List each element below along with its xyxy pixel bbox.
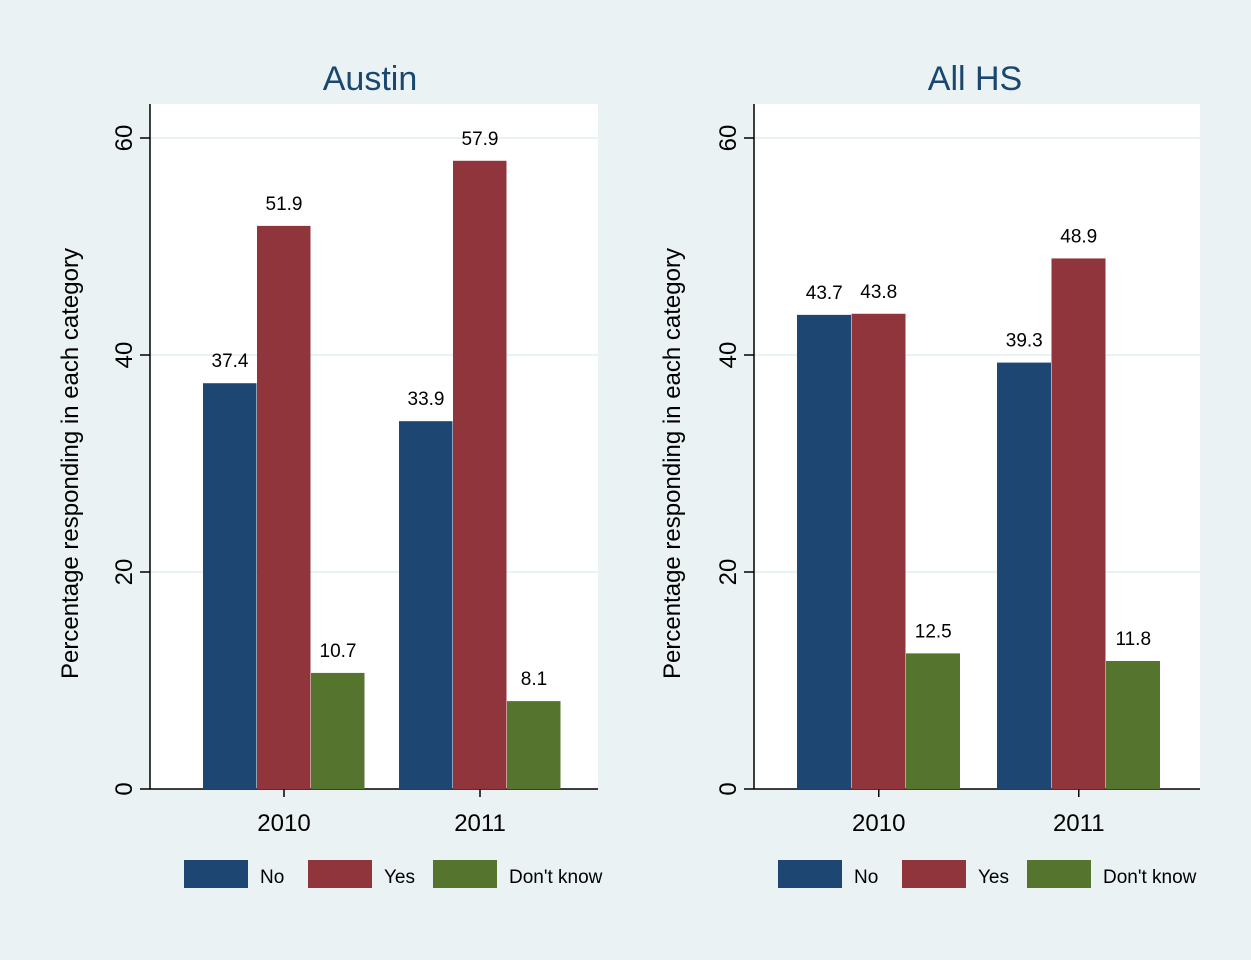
bar-dont_know-2011 [507, 701, 561, 789]
data-label: 11.8 [1115, 629, 1151, 650]
data-label: 10.7 [320, 641, 357, 662]
y-tick-label: 40 [111, 342, 138, 369]
data-label: 57.9 [462, 129, 499, 150]
bar-dont_know-2010 [906, 653, 960, 789]
data-label: 51.9 [266, 194, 303, 215]
x-tick-label: 2010 [257, 810, 310, 837]
bar-yes-2010 [257, 225, 311, 789]
bar-yes-2011 [453, 160, 507, 789]
y-tick-label: 20 [111, 559, 138, 586]
y-tick-label: 0 [715, 782, 742, 795]
y-tick-label: 0 [111, 782, 138, 795]
data-label: 37.4 [212, 351, 249, 372]
legend-label: No [854, 867, 878, 888]
data-label: 8.1 [521, 669, 547, 690]
y-tick-label: 40 [715, 342, 742, 369]
chart-title: All HS [928, 60, 1022, 98]
y-tick-label: 20 [715, 559, 742, 586]
legend-label: Yes [384, 867, 415, 888]
legend-label: Don't know [509, 867, 603, 888]
y-axis-label: Percentage responding in each category [659, 248, 686, 679]
legend-label: Yes [978, 867, 1009, 888]
data-label: 39.3 [1006, 331, 1043, 352]
x-tick-label: 2011 [1053, 810, 1105, 837]
data-label: 43.8 [860, 282, 897, 303]
chart-panel-2: 0 20 40 60 Percentage responding in each cat… [659, 60, 1200, 888]
data-label: 43.7 [806, 283, 843, 304]
bar-no-2010 [203, 383, 257, 789]
legend-swatch-no [184, 860, 248, 888]
data-label: 48.9 [1060, 226, 1097, 247]
y-axis-label: Percentage responding in each category [57, 248, 84, 679]
bar-dont_know-2011 [1106, 660, 1160, 789]
x-tick-label: 2011 [454, 810, 506, 837]
bar-dont_know-2010 [311, 672, 365, 789]
legend-swatch-dont_know [433, 860, 497, 888]
data-label: 33.9 [408, 389, 445, 410]
bar-no-2010 [797, 314, 851, 789]
bar-yes-2011 [1051, 258, 1106, 789]
legend-swatch-yes [308, 860, 372, 888]
legend-label: Don't know [1103, 867, 1197, 888]
y-tick-label: 60 [111, 125, 138, 152]
chart-title: Austin [323, 60, 418, 98]
legend-swatch-yes [902, 860, 966, 888]
legend-label: No [260, 867, 284, 888]
legend-swatch-dont_know [1027, 860, 1091, 888]
bar-no-2011 [997, 362, 1051, 789]
bar-no-2011 [399, 421, 453, 789]
legend-swatch-no [778, 860, 842, 888]
chart-panel-1: 0 20 40 60 Percentage responding in each cat… [57, 60, 603, 888]
bar-yes-2010 [851, 313, 906, 789]
y-tick-label: 60 [715, 125, 742, 152]
x-tick-label: 2010 [852, 810, 905, 837]
data-label: 12.5 [915, 621, 952, 642]
